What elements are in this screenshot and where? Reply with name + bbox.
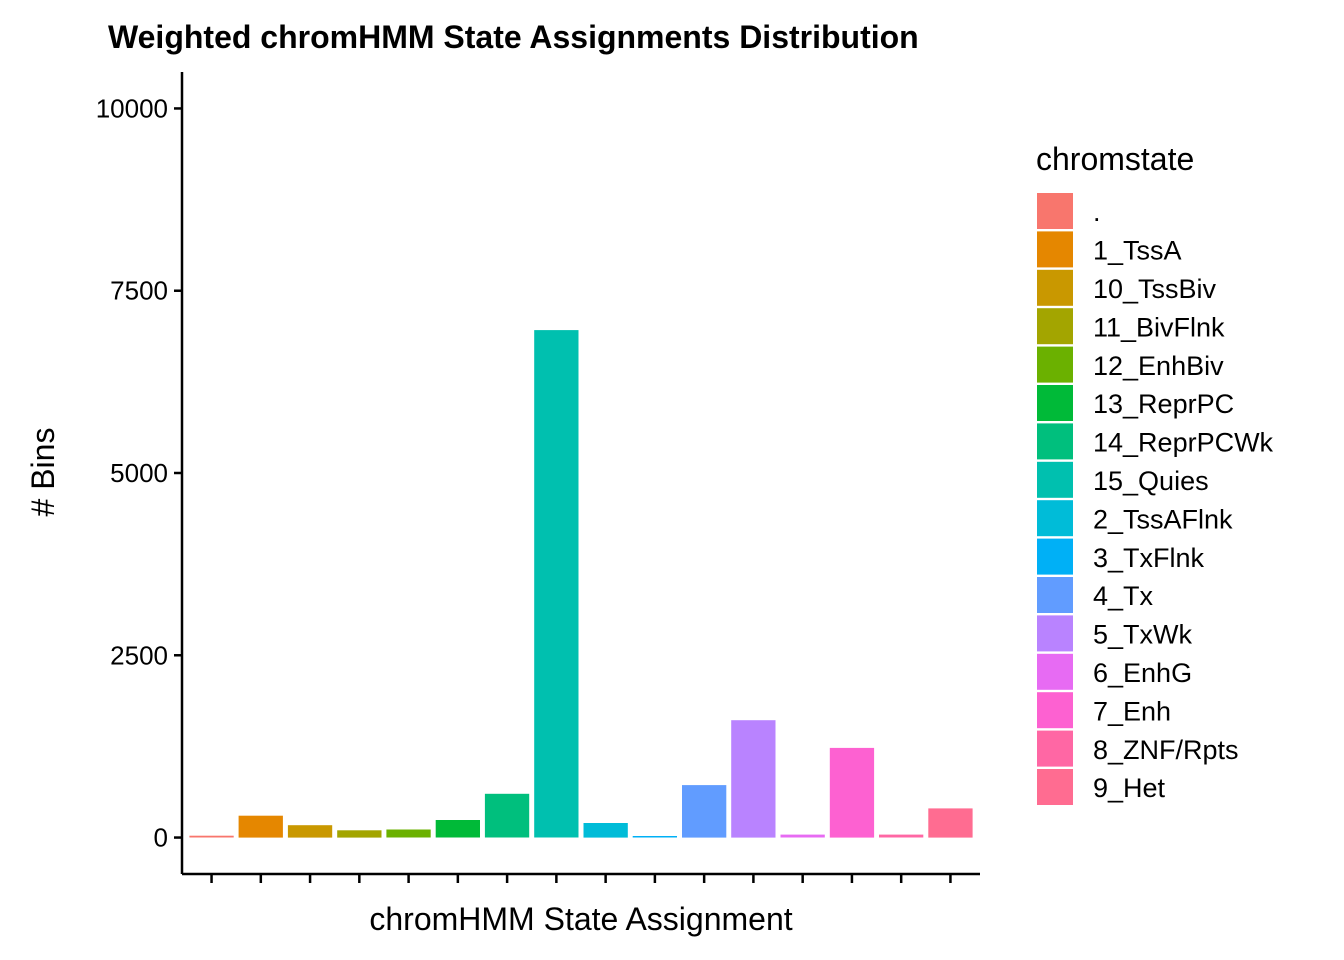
legend-title: chromstate xyxy=(1036,141,1194,177)
y-tick-label: 5000 xyxy=(110,458,168,488)
legend: chromstate . 1_TssA 10_TssBiv 11_BivFlnk 12_… xyxy=(1036,141,1274,805)
bar-11_BivFlnk xyxy=(337,830,382,838)
legend-label-15_Quies: 15_Quies xyxy=(1093,466,1209,496)
bar-8_ZNF/Rpts xyxy=(879,834,924,838)
y-tick-label: 7500 xyxy=(110,276,168,306)
legend-label-11_BivFlnk: 11_BivFlnk xyxy=(1093,312,1225,342)
bar-3_TxFlnk xyxy=(632,836,677,838)
legend-label-9_Het: 9_Het xyxy=(1093,773,1166,803)
legend-items: . 1_TssA 10_TssBiv 11_BivFlnk 12_EnhBiv 13_Re… xyxy=(1037,193,1274,805)
bar-10_TssBiv xyxy=(287,825,333,838)
legend-swatch-9_Het xyxy=(1037,769,1073,805)
legend-label-13_ReprPC: 13_ReprPC xyxy=(1093,389,1234,419)
bar-14_ReprPCWk xyxy=(484,793,530,838)
bar-5_TxWk xyxy=(731,720,776,838)
legend-swatch-3_TxFlnk xyxy=(1037,538,1073,575)
legend-swatch-11_BivFlnk xyxy=(1037,308,1073,345)
legend-label-.: . xyxy=(1093,197,1101,227)
x-axis xyxy=(182,872,980,883)
legend-label-14_ReprPCWk: 14_ReprPCWk xyxy=(1093,428,1274,458)
bar-4_Tx xyxy=(682,785,727,838)
legend-label-12_EnhBiv: 12_EnhBiv xyxy=(1093,351,1224,381)
legend-swatch-1_TssA xyxy=(1037,231,1073,268)
bar-9_Het xyxy=(928,808,973,838)
legend-swatch-10_TssBiv xyxy=(1037,269,1073,306)
legend-swatch-15_Quies xyxy=(1037,461,1073,498)
bar-. xyxy=(189,835,234,838)
bar-6_EnhG xyxy=(780,834,825,838)
bar-1_TssA xyxy=(238,815,283,838)
legend-swatch-13_ReprPC xyxy=(1037,385,1073,421)
y-axis: 0 2500 5000 7500 10000 xyxy=(96,72,184,874)
legend-swatch-14_ReprPCWk xyxy=(1037,423,1073,460)
bar-2_TssAFlnk xyxy=(583,823,628,838)
y-tick-label: 0 xyxy=(154,823,168,853)
legend-label-10_TssBiv: 10_TssBiv xyxy=(1093,274,1217,304)
legend-swatch-8_ZNF/Rpts xyxy=(1037,730,1073,767)
y-tick-label: 2500 xyxy=(110,640,168,670)
legend-label-6_EnhG: 6_EnhG xyxy=(1093,658,1192,688)
legend-swatch-6_EnhG xyxy=(1037,653,1073,690)
bar-15_Quies xyxy=(534,330,579,838)
bar-7_Enh xyxy=(829,747,875,838)
legend-label-1_TssA: 1_TssA xyxy=(1093,236,1182,266)
legend-swatch-4_Tx xyxy=(1037,577,1073,613)
legend-swatch-. xyxy=(1037,193,1073,229)
legend-label-8_ZNF/Rpts: 8_ZNF/Rpts xyxy=(1093,735,1239,765)
y-tick-label: 10000 xyxy=(96,93,168,123)
x-axis-title: chromHMM State Assignment xyxy=(369,901,792,937)
legend-swatch-5_TxWk xyxy=(1037,615,1073,652)
legend-label-4_Tx: 4_Tx xyxy=(1093,581,1154,611)
legend-swatch-12_EnhBiv xyxy=(1037,346,1073,383)
y-axis-title: # Bins xyxy=(25,428,61,517)
chart-title: Weighted chromHMM State Assignments Dist… xyxy=(108,19,919,55)
bar-13_ReprPC xyxy=(435,820,480,838)
bar-12_EnhBiv xyxy=(386,829,431,838)
legend-swatch-7_Enh xyxy=(1037,692,1073,729)
legend-label-7_Enh: 7_Enh xyxy=(1093,696,1171,726)
legend-label-2_TssAFlnk: 2_TssAFlnk xyxy=(1093,504,1233,534)
legend-label-5_TxWk: 5_TxWk xyxy=(1093,620,1193,650)
bars-group xyxy=(189,330,973,838)
legend-swatch-2_TssAFlnk xyxy=(1037,500,1073,537)
legend-label-3_TxFlnk: 3_TxFlnk xyxy=(1093,543,1205,573)
